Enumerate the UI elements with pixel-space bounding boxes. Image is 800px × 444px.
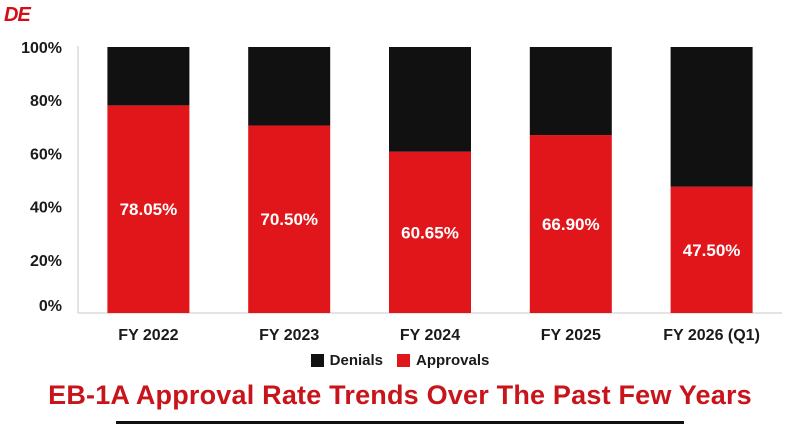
- bar-approvals: [389, 151, 471, 313]
- x-category-label: FY 2024: [400, 327, 460, 344]
- y-tick-label: 60%: [30, 146, 62, 163]
- y-tick-label: 20%: [30, 253, 62, 270]
- legend-label-approvals: Approvals: [416, 352, 490, 369]
- bar-denials: [107, 47, 190, 106]
- bar-denials: [248, 47, 331, 126]
- y-tick-label: 40%: [30, 200, 62, 217]
- title-underline: [116, 421, 684, 424]
- x-category-label: FY 2026 (Q1): [663, 327, 760, 344]
- data-label: 78.05%: [120, 200, 178, 219]
- data-label: 47.50%: [683, 241, 741, 260]
- bar-denials: [529, 47, 612, 136]
- y-tick-label: 100%: [21, 40, 62, 57]
- brand-logo: DE: [4, 2, 48, 28]
- data-label: 70.50%: [260, 210, 318, 229]
- bar-approvals: [107, 105, 190, 314]
- legend-label-denials: Denials: [329, 352, 383, 369]
- chart-title: EB-1A Approval Rate Trends Over The Past…: [48, 380, 752, 410]
- bar-approvals: [529, 135, 612, 313]
- bar-approvals: [670, 186, 753, 313]
- x-category-label: FY 2025: [541, 327, 601, 344]
- x-category-label: FY 2022: [118, 327, 178, 344]
- bar-denials: [389, 47, 471, 152]
- brand-logo-text: DE: [4, 3, 31, 26]
- legend-swatch-approvals: [397, 354, 410, 367]
- y-tick-label: 0%: [39, 298, 62, 315]
- legend-swatch-denials: [310, 354, 324, 367]
- y-tick-label: 80%: [30, 93, 62, 110]
- chart-legend: Denials Approvals: [0, 352, 800, 369]
- data-label: 66.90%: [542, 215, 600, 234]
- bar-approvals: [248, 125, 331, 313]
- bar-denials: [670, 47, 753, 187]
- legend-item-denials: Denials: [310, 352, 383, 369]
- legend-item-approvals: Approvals: [397, 352, 489, 369]
- x-category-label: FY 2023: [259, 327, 319, 344]
- data-label: 60.65%: [401, 223, 459, 242]
